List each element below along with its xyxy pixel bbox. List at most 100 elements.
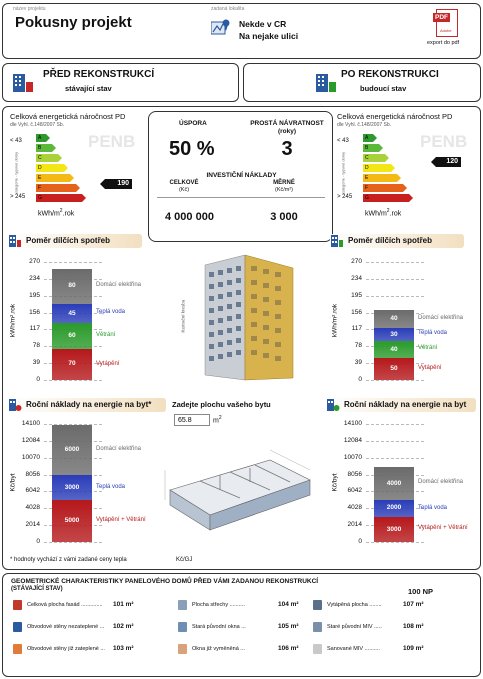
energy-title-before: Celková energetická náročnost PD (10, 112, 126, 121)
building-before-icon (11, 72, 35, 94)
y-tick-label: 14100 (343, 420, 362, 427)
grid-line (366, 278, 424, 280)
series-label: Teplá voda (96, 309, 126, 316)
y-tick-label: 8056 (25, 470, 40, 478)
y-tick-label: 234 (351, 274, 362, 282)
series-label: Větrání (96, 332, 116, 339)
geometry-item-label: Staré původní MIV ..... (327, 624, 382, 630)
y-tick-label: 117 (351, 325, 362, 333)
energy-watermark-before: PENB (88, 132, 136, 151)
grid-line (366, 424, 424, 425)
consumption-header-before: Poměr dílčích spotřeb (8, 234, 142, 248)
grid-line (366, 542, 424, 543)
energy-band-d: D (36, 164, 68, 172)
y-tick-label: 156 (351, 308, 362, 316)
geometry-item-icon (313, 600, 322, 610)
after-title: PO REKONSTRUKCI (341, 69, 439, 80)
before-header: PŘED REKONSTRUKCÍ stávající stav (2, 63, 239, 102)
specific-value: 3 000 (270, 211, 298, 223)
costs-title-asterisk: * (148, 400, 152, 409)
bar-segment: 70 (52, 349, 92, 380)
bar-segment: 45 (52, 303, 92, 324)
geometry-panel: GEOMETRICKÉ CHARAKTERISTIKY PANELOVÉHO D… (2, 573, 481, 677)
geometry-item-icon (13, 600, 22, 610)
geometry-item-icon (13, 644, 22, 654)
y-tick-label: 78 (32, 342, 40, 350)
y-tick-label: 117 (29, 325, 40, 333)
y-tick-label: 8056 (347, 470, 362, 478)
energy-unit-after: kWh/m2.rok (365, 208, 402, 218)
geometry-item-icon (178, 622, 187, 632)
energy-band-c: C (36, 154, 62, 162)
export-pdf-label: export do pdf (427, 40, 460, 46)
series-label: Vytápění + Větrání (418, 525, 468, 532)
energy-band-g: G (36, 194, 86, 202)
consumption-title-after: Poměr dílčích spotřeb (348, 236, 433, 245)
energy-class-after: Celková energetická náročnost PD dle Vyh… (335, 110, 475, 222)
y-tick-label: 6042 (347, 487, 362, 495)
savings-label: ÚSPORA (179, 120, 207, 127)
specific-unit: (Kč/m²) (274, 187, 294, 193)
grid-line (44, 542, 102, 543)
y-tick-label: 195 (351, 291, 362, 299)
geometry-item-value: 103 m² (113, 645, 134, 652)
geometry-item-value: 102 m² (113, 623, 134, 630)
y-tick-label: 12084 (21, 436, 40, 444)
chart-before-icon (8, 234, 22, 248)
grid-line (44, 424, 102, 425)
bar-segment: 3000 (374, 516, 414, 542)
series-label: Teplá voda (418, 504, 448, 511)
summary-box: ÚSPORA PROSTÁ NÁVRATNOST (roky) 50 % 3 I… (148, 111, 333, 242)
series-label: Domácí elektřina (418, 479, 464, 486)
bar-segment: 4000 (374, 466, 414, 501)
total-label: CELKOVÉ (169, 180, 199, 186)
geometry-item-value: 109 m² (403, 645, 424, 652)
grid-line (44, 380, 102, 381)
geometry-item-icon (13, 622, 22, 632)
export-pdf-button[interactable]: PDF Adobe export do pdf (425, 7, 479, 59)
y-tick-label: 10070 (343, 453, 362, 461)
y-tick-label: 0 (36, 538, 40, 545)
after-header: PO REKONSTRUKCI budoucí stav (243, 63, 481, 102)
y-tick-label: 156 (29, 308, 40, 316)
geometry-item-value: 104 m² (278, 601, 299, 608)
chart-after-icon (330, 234, 344, 248)
geometry-item-label: Vytápěná plocha ........ (327, 602, 382, 608)
geometry-item-icon (313, 622, 322, 632)
flat-plan-illustration (160, 430, 320, 540)
series-label: Domácí elektřina (96, 445, 142, 452)
consumption-chart-before: kWh/m².rok 270 234 195 156 117 78 39 0 70 Vytápění… (4, 256, 154, 386)
location-caption: zadaná lokalita (211, 6, 245, 12)
adobe-text: Adobe (440, 28, 452, 33)
y-tick-label: 234 (29, 274, 40, 282)
area-prompt: Zadejte plochu vašeho bytu (172, 400, 271, 409)
energy-band-g: G (363, 194, 413, 202)
geometry-item-value: 107 m² (403, 601, 424, 608)
grid-line (366, 295, 424, 297)
series-label: Vytápění (96, 360, 120, 367)
energy-unit-before-tail: .rok (62, 210, 75, 218)
geometry-item-icon (178, 644, 187, 654)
y-tick-label: 2014 (347, 521, 362, 529)
energy-band-a: A (363, 134, 377, 142)
bar-segment: 2000 (374, 500, 414, 517)
area-input[interactable] (174, 414, 210, 426)
payback-unit: (roky) (277, 128, 297, 135)
series-label: Domácí elektřina (96, 282, 142, 289)
energy-class-top-after: < 43 (337, 138, 349, 144)
geometry-title: GEOMETRICKÉ CHARAKTERISTIKY PANELOVÉHO D… (11, 578, 319, 585)
energy-side-label-before: kategorie - typové domy (13, 151, 19, 195)
grid-line (366, 380, 424, 381)
y-tick-label: 6042 (25, 487, 40, 495)
area-unit-text: m (213, 417, 219, 425)
series-label: Vytápění + Větrání (96, 517, 146, 524)
payback-label: PROSTÁ NÁVRATNOST (250, 120, 324, 127)
energy-class-bottom-before: > 245 (10, 194, 26, 200)
grid-line (366, 262, 424, 263)
geometry-item-label: Plocha střechy .......... (192, 602, 245, 608)
geometry-item-value: 105 m² (278, 623, 299, 630)
y-tick-label: 0 (358, 376, 362, 383)
y-axis-label: kWh/m².rok (9, 303, 17, 338)
consumption-chart-after: kWh/m².rok 270 234 195 156 117 78 39 0 50 Vytápění… (326, 256, 476, 386)
y-tick-label: 0 (358, 538, 362, 545)
